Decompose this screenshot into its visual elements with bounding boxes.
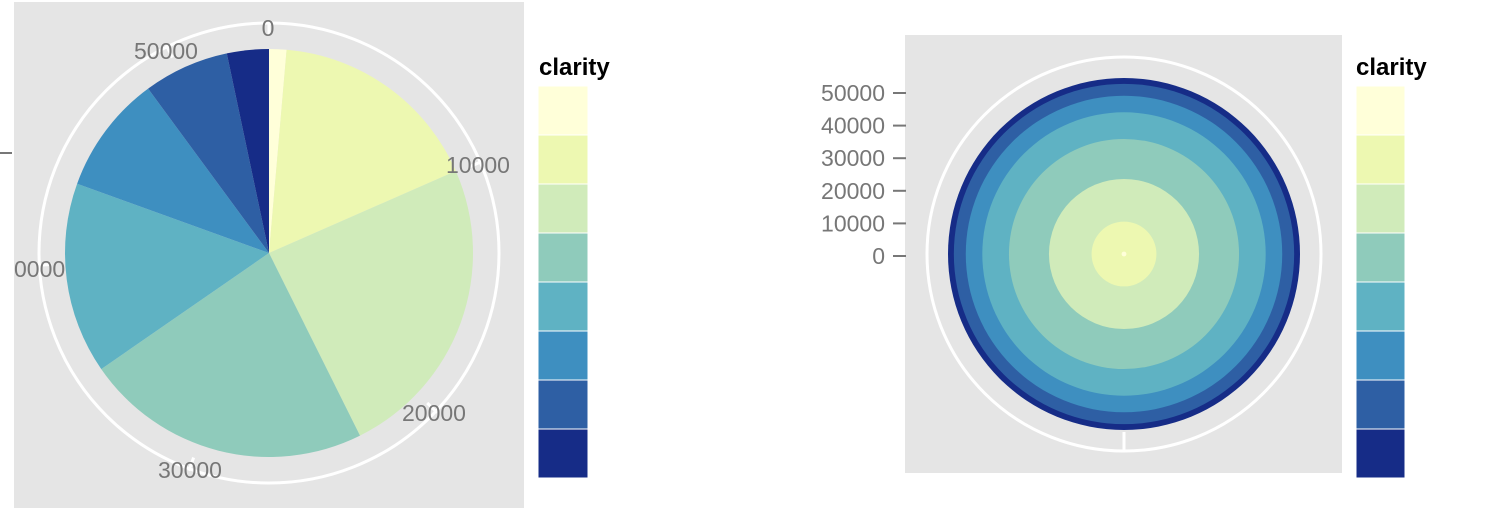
y-axis-tick-label: 40000 xyxy=(821,113,885,139)
pie-slice xyxy=(64,183,269,370)
bullseye-legend-title: clarity xyxy=(1356,54,1427,81)
legend-key xyxy=(1355,281,1406,332)
pie-slice xyxy=(269,49,456,254)
bullseye-ring xyxy=(1121,251,1127,257)
legend-key xyxy=(1355,85,1406,136)
pie-slices xyxy=(64,49,474,457)
pie-theta-label: 30000 xyxy=(158,457,222,483)
pie-theta-label: 10000 xyxy=(446,152,510,178)
y-axis-tick-label: 10000 xyxy=(821,210,885,236)
legend-key xyxy=(1355,183,1406,234)
legend-key xyxy=(537,232,589,283)
pie-grid-tick xyxy=(37,263,52,267)
legend-key xyxy=(1355,379,1406,430)
pie-slice xyxy=(226,49,269,253)
pie-legend: clarity xyxy=(537,54,610,479)
pie-theta-label: 20000 xyxy=(402,400,466,426)
bullseye-legend: clarity xyxy=(1355,54,1427,479)
legend-key xyxy=(537,183,589,234)
pie-theta-label: 50000 xyxy=(134,38,198,64)
pie-grid-ticks xyxy=(37,21,483,472)
pie-slice xyxy=(269,49,287,253)
pie-theta-label: 0000 xyxy=(14,256,65,282)
pie-slice xyxy=(77,88,270,254)
pie-chart: 0 10000 20000 30000 50000 0000 clarity xyxy=(0,2,610,508)
legend-key xyxy=(1355,134,1406,185)
pie-legend-title: clarity xyxy=(539,54,610,81)
y-axis-tick-label: 0 xyxy=(872,243,885,269)
pie-grid-tick xyxy=(426,401,439,414)
bullseye-legend-keys xyxy=(1355,85,1406,479)
y-axis-tick-label: 50000 xyxy=(821,80,885,106)
legend-key xyxy=(537,379,589,430)
legend-key xyxy=(1355,232,1406,283)
y-axis-tick-label: 30000 xyxy=(821,145,885,171)
bullseye-chart: 50000 40000 30000 20000 10000 0 clarity xyxy=(821,35,1427,479)
y-axis-tick-label: 20000 xyxy=(821,178,885,204)
bullseye-rings xyxy=(948,78,1300,430)
legend-key xyxy=(1355,428,1406,479)
pie-slice xyxy=(269,171,474,436)
pie-slice xyxy=(148,53,269,253)
legend-key xyxy=(537,428,589,479)
pie-grid-tick xyxy=(468,160,483,169)
pie-theta-label: 0 xyxy=(262,15,275,41)
pie-slice xyxy=(101,253,361,457)
legend-key xyxy=(537,281,589,332)
pie-grid-tick xyxy=(187,457,196,472)
pie-grid-tick xyxy=(164,44,174,59)
bullseye-y-axis: 50000 40000 30000 20000 10000 0 xyxy=(821,80,906,269)
legend-key xyxy=(537,330,589,381)
legend-key xyxy=(537,134,589,185)
pie-legend-keys xyxy=(537,85,589,479)
legend-key xyxy=(537,85,589,136)
legend-key xyxy=(1355,330,1406,381)
